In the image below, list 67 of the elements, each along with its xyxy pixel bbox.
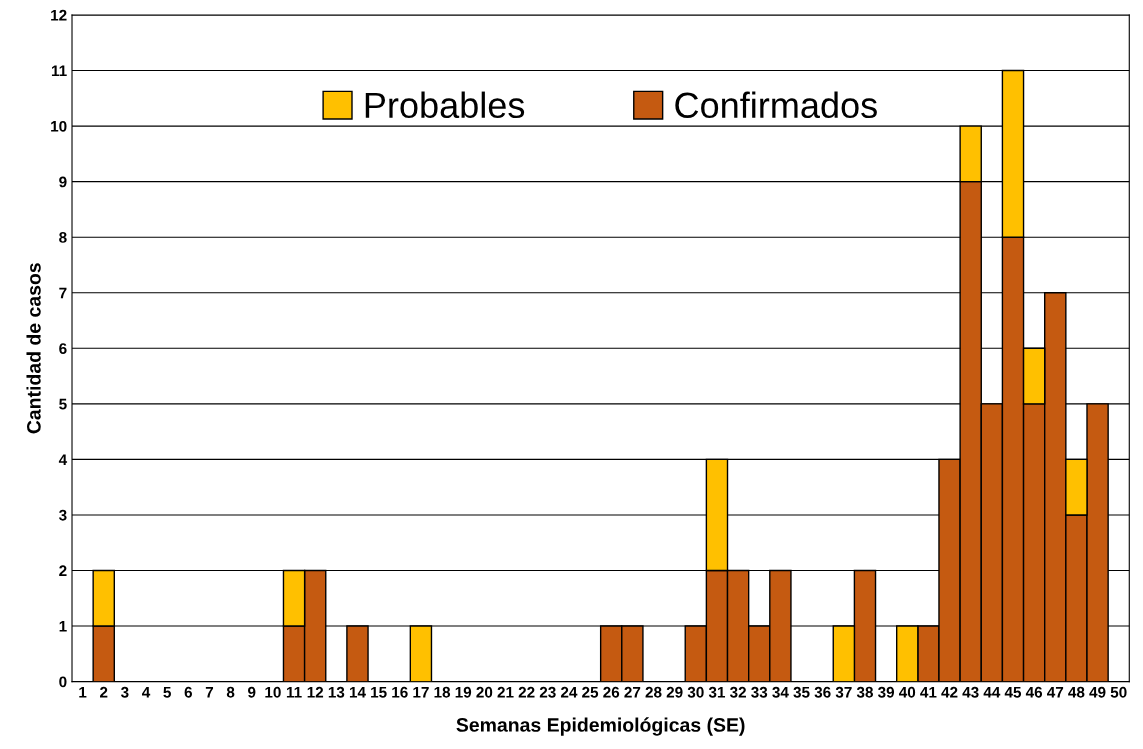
x-tick-label: 32 (729, 686, 746, 698)
x-tick-label: 46 (1025, 686, 1043, 698)
x-tick-label: 40 (898, 686, 916, 698)
x-tick-label: 42 (941, 686, 958, 698)
y-tick-label: 4 (58, 454, 68, 465)
x-tick-label: 23 (539, 686, 556, 698)
x-tick-label: 36 (814, 686, 831, 698)
x-tick-label: 26 (603, 686, 620, 698)
x-tick-label: 33 (751, 686, 768, 698)
x-tick-label: 27 (624, 686, 641, 698)
y-tick-label: 11 (51, 65, 67, 77)
x-tick-label: 5 (163, 687, 171, 698)
x-tick-label: 39 (877, 686, 895, 698)
y-tick-label: 3 (59, 509, 67, 521)
y-tick-label: 9 (59, 176, 67, 188)
x-tick-label: 35 (793, 686, 810, 698)
y-tick-label: 7 (59, 287, 67, 299)
y-tick-label: 6 (59, 343, 67, 354)
x-tick-label: 18 (434, 686, 451, 698)
x-tick-label: 31 (708, 686, 726, 698)
x-tick-label: 7 (205, 687, 214, 698)
x-tick-label: 2 (100, 686, 108, 698)
x-tick-label: 17 (413, 687, 429, 698)
x-tick-label: 8 (226, 686, 235, 698)
x-tick-label: 37 (835, 686, 852, 698)
x-tick-label: 49 (1089, 686, 1106, 698)
y-tick-label: 10 (51, 120, 67, 132)
x-tick-label: 1 (79, 687, 87, 698)
x-tick-label: 41 (920, 687, 937, 698)
x-tick-label: 28 (645, 686, 662, 698)
x-tick-label: 24 (560, 686, 578, 698)
y-axis-title: Cantidad de casos (26, 263, 41, 434)
y-tick-label: 5 (59, 398, 67, 410)
x-tick-label: 48 (1068, 686, 1085, 698)
x-tick-label: 11 (286, 687, 302, 698)
x-tick-label: 13 (328, 686, 345, 698)
x-tick-label: 29 (666, 686, 683, 698)
legend-label: Confirmados (675, 91, 877, 119)
x-tick-label: 14 (349, 687, 366, 698)
x-tick-label: 43 (962, 686, 979, 698)
x-tick-label: 12 (307, 686, 324, 698)
x-tick-label: 47 (1047, 687, 1064, 698)
x-tick-label: 25 (582, 686, 599, 698)
y-tick-label: 2 (59, 565, 67, 577)
x-tick-label: 21 (497, 686, 514, 698)
y-tick-label: 0 (59, 676, 67, 688)
x-tick-label: 30 (687, 686, 704, 698)
y-tick-label: 8 (59, 232, 67, 243)
x-tick-label: 15 (371, 687, 387, 698)
x-tick-label: 45 (1004, 687, 1022, 698)
legend-label: Probables (365, 91, 525, 119)
x-axis-title: Semanas Epidemiológicas (SE) (456, 717, 745, 736)
x-tick-label: 10 (265, 686, 281, 698)
x-tick-label: 6 (184, 686, 193, 698)
x-tick-label: 3 (120, 686, 129, 698)
x-tick-label: 9 (248, 686, 256, 698)
x-tick-label: 4 (142, 687, 151, 698)
y-tick-label: 12 (51, 9, 67, 21)
x-tick-label: 50 (1110, 686, 1127, 698)
x-tick-label: 34 (772, 686, 789, 698)
x-tick-label: 44 (983, 687, 1001, 698)
x-tick-label: 16 (392, 686, 408, 698)
x-tick-label: 22 (518, 686, 535, 698)
x-tick-label: 19 (455, 686, 472, 698)
x-tick-label: 38 (856, 686, 873, 698)
y-tick-label: 1 (59, 621, 67, 632)
x-tick-label: 20 (476, 686, 493, 698)
